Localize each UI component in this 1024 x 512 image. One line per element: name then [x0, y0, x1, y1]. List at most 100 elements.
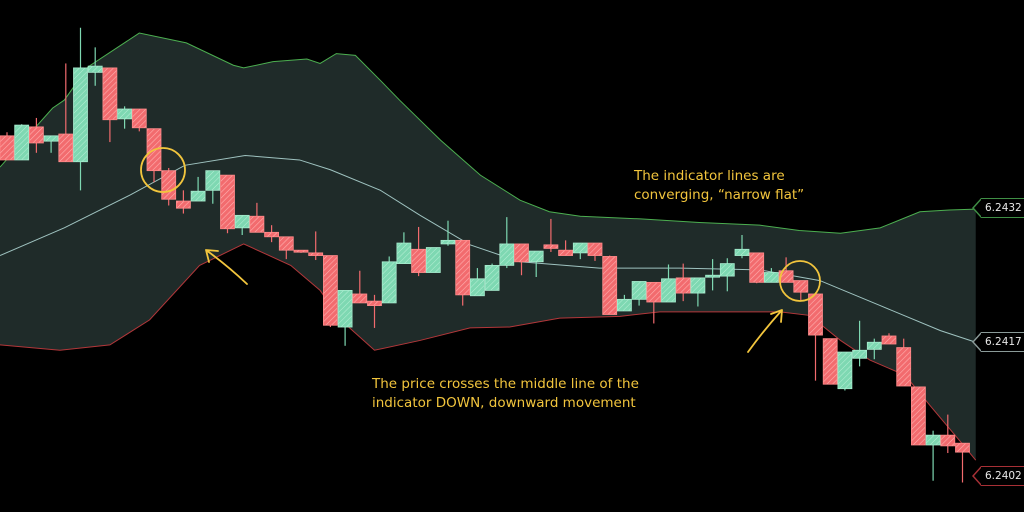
candle-body — [381, 261, 397, 304]
candle-body — [0, 135, 15, 161]
candle-down — [646, 281, 662, 324]
candle-body — [411, 248, 427, 273]
candle-up — [425, 247, 441, 273]
candle-up — [631, 281, 647, 306]
candle-down — [940, 414, 956, 454]
candle-body — [572, 242, 588, 254]
candle-body — [602, 256, 618, 315]
candle-body — [778, 270, 794, 283]
candle-body — [837, 351, 853, 390]
candle-down — [602, 255, 618, 315]
candle-up — [690, 277, 706, 307]
candle-down — [587, 242, 603, 261]
candle-down — [220, 174, 235, 234]
candle-body — [955, 442, 970, 453]
candle-down — [131, 108, 147, 132]
candle-body — [293, 249, 309, 253]
candle-body — [14, 124, 30, 161]
price-label: 6.2417 — [972, 332, 1024, 353]
candle-down — [558, 240, 573, 256]
candle-down — [278, 236, 294, 260]
middle-band-line — [0, 154, 976, 343]
band-fill — [0, 33, 976, 461]
candle-down — [514, 243, 529, 276]
candle-down — [102, 67, 118, 143]
candle-down — [58, 63, 74, 163]
candle-body — [734, 248, 750, 256]
candle-body — [131, 108, 147, 129]
candle-body — [499, 243, 515, 266]
candle-down — [308, 231, 324, 261]
candle-body — [719, 263, 735, 277]
candle-up — [381, 256, 397, 304]
candle-down — [293, 249, 309, 253]
candle-body — [220, 174, 235, 230]
candle-body — [646, 281, 662, 303]
candle-body — [161, 170, 177, 200]
candle-down — [793, 280, 809, 301]
candle-body — [425, 247, 441, 273]
highlight-circle — [140, 147, 186, 193]
candle-body — [58, 133, 74, 163]
candle-up — [852, 320, 867, 367]
candle-body — [514, 243, 529, 263]
candle-up — [734, 235, 750, 259]
candle-body — [278, 236, 294, 251]
candle-up — [705, 259, 720, 291]
candle-down — [367, 294, 382, 328]
candle-body — [617, 298, 632, 312]
candle-down — [881, 333, 897, 345]
candle-body — [587, 242, 603, 256]
candle-up — [73, 27, 88, 191]
arrow-icon — [205, 249, 248, 285]
candle-body — [396, 242, 412, 264]
candle-body — [308, 252, 324, 256]
lower-band-line — [0, 243, 977, 461]
upper-band-line — [0, 32, 976, 234]
candle-body — [43, 135, 59, 142]
candle-up — [661, 264, 676, 303]
candle-up — [866, 338, 882, 360]
candle-body — [440, 239, 456, 245]
candle-down — [822, 338, 838, 385]
candle-body — [881, 335, 897, 345]
price-label: 6.2432 — [972, 198, 1024, 219]
candle-body — [852, 349, 867, 359]
candle-up — [43, 135, 59, 153]
annotation-narrow-flat: The indicator lines are converging, “nar… — [634, 167, 804, 205]
annotation-line: The price crosses the middle line of the — [372, 376, 639, 392]
candle-down — [411, 226, 427, 277]
candle-up — [572, 242, 588, 260]
candle-up — [469, 268, 485, 297]
candle-body — [87, 65, 103, 73]
candle-body — [102, 67, 118, 121]
candle-up — [337, 290, 353, 346]
candle-down — [322, 255, 338, 328]
candle-body — [793, 280, 809, 293]
annotation-line: The indicator lines are — [634, 168, 785, 184]
candle-body — [690, 277, 706, 294]
candle-down — [352, 270, 368, 304]
highlight-circle — [779, 260, 821, 302]
candle-body — [749, 252, 765, 283]
candle-up — [205, 170, 221, 204]
candle-body — [337, 290, 353, 328]
candle-body — [528, 250, 544, 263]
candle-up — [484, 263, 500, 291]
candle-down — [808, 293, 823, 381]
candle-body — [175, 200, 191, 209]
candle-body — [896, 347, 912, 387]
candle-body — [558, 249, 573, 256]
candle-down — [543, 218, 559, 252]
candle-body — [484, 264, 500, 291]
candle-down — [911, 386, 926, 446]
candle-body — [205, 170, 221, 191]
annotation-line: indicator DOWN, downward movement — [372, 395, 636, 411]
annotation-marks — [140, 147, 821, 353]
candle-body — [911, 386, 926, 446]
candle-up — [764, 268, 779, 283]
annotation-line: converging, “narrow flat” — [634, 187, 805, 203]
candle-body — [675, 277, 691, 294]
candle-down — [264, 225, 280, 243]
